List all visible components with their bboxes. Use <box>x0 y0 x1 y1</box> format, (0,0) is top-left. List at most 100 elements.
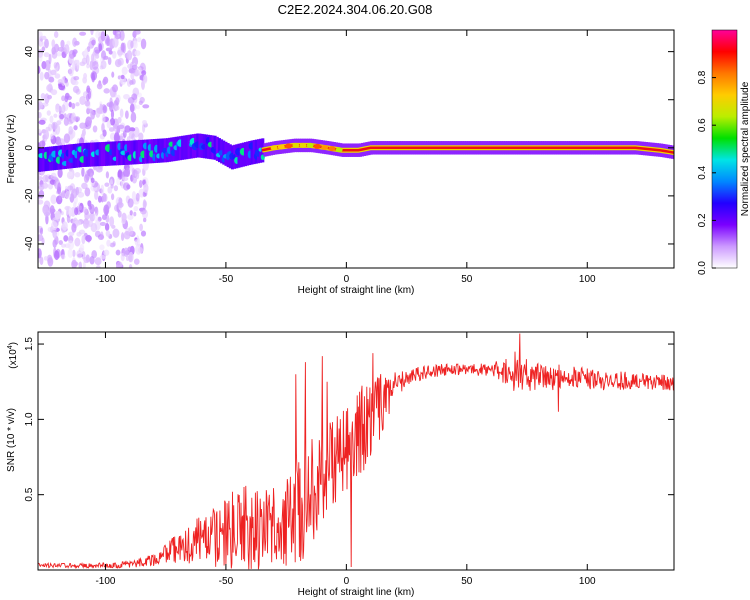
spectrogram-noise-blob <box>113 123 118 132</box>
spectrogram-x-tick-label: -100 <box>95 274 115 285</box>
colorbar: 0.0 0.2 0.4 0.6 0.8 Normalized spectral ampl… <box>697 29 750 275</box>
spectrogram-band-cell <box>87 142 91 167</box>
spectrogram-noise-blob <box>81 182 88 190</box>
spectrogram-noise-blob <box>140 230 147 237</box>
spectrogram-y-axis-label: Frequency (Hz) <box>6 115 17 184</box>
spectrogram-noise-blob <box>138 247 144 254</box>
snr-frame <box>37 331 675 571</box>
spectrogram-noise-blob <box>111 71 115 78</box>
spectrogram-noise-blob <box>59 113 65 120</box>
spectrogram-panel: -100 -50 0 50 100 -40 -20 0 20 40 Height of stra… <box>6 29 675 296</box>
spectrogram-band-cell <box>235 144 239 169</box>
spectrogram-ridge-blob <box>313 143 321 149</box>
spectrogram-noise-blob <box>117 116 122 124</box>
spectrogram-noise-blob <box>43 211 50 217</box>
spectrogram-noise-blob <box>50 133 54 140</box>
colorbar-tick-label: 0.6 <box>697 118 708 132</box>
spectrogram-noise-blob <box>53 113 58 118</box>
spectrogram-band-cell <box>252 140 256 165</box>
spectrogram-band-cell <box>181 135 185 160</box>
spectrogram-band-cell <box>70 144 74 169</box>
spectrogram-band-cell <box>131 140 135 165</box>
spectrogram-noise-blob <box>140 38 147 50</box>
spectrogram-noise-blob <box>72 60 76 71</box>
spectrogram-noise-blob <box>94 219 101 231</box>
spectrogram-band-cell <box>98 142 102 167</box>
spectrogram-band-cell <box>204 134 208 159</box>
spectrogram-noise-blob <box>95 166 103 173</box>
spectrogram-x-axis-label: Height of straight line (km) <box>298 285 415 296</box>
spectrogram-noise-blob <box>143 200 148 208</box>
colorbar-tick-label: 0.0 <box>697 261 708 275</box>
spectrogram-noise-blob <box>121 66 128 75</box>
spectrogram-noise-blob <box>104 223 110 231</box>
spectrogram-noise-blob <box>84 100 91 107</box>
spectrogram-noise-blob <box>61 104 66 113</box>
spectrogram-noise-blob <box>115 97 120 106</box>
spectrogram-noise-blob <box>105 171 110 179</box>
spectrogram-noise-blob <box>68 101 72 108</box>
spectrogram-noise-blob <box>79 243 85 253</box>
spectrogram-noise-blob <box>133 30 141 35</box>
spectrogram-band-cell <box>124 140 128 165</box>
spectrogram-noise-blob <box>105 214 110 223</box>
spectrogram-noise-blob <box>61 221 68 231</box>
spectrogram-band-cell <box>243 142 247 167</box>
spectrogram-noise-blob <box>39 227 43 235</box>
spectrogram-noise-blob <box>50 89 58 96</box>
spectrogram-noise-blob <box>43 256 48 261</box>
spectrogram-noise-blob <box>136 37 142 43</box>
spectrogram-noise-blob <box>120 232 125 242</box>
spectrogram-noise-blob <box>79 95 86 105</box>
spectrogram-noise-blob <box>79 31 87 36</box>
spectrogram-noise-blob <box>71 102 76 109</box>
spectrogram-ridge-blob <box>277 144 285 150</box>
spectrogram-noise-blob <box>38 51 43 62</box>
spectrogram-noise-blob <box>60 243 67 248</box>
spectrogram-noise-blob <box>91 39 96 46</box>
spectrogram-band-cell <box>68 144 72 169</box>
spectrogram-noise-blob <box>72 249 76 258</box>
snr-x-tick-label: 0 <box>344 576 350 587</box>
spectrogram-noise-blob <box>53 31 59 39</box>
spectrogram-noise-blob <box>74 237 81 247</box>
spectrogram-noise-blob <box>103 55 109 60</box>
spectrogram-noise-blob <box>76 231 82 237</box>
spectrogram-noise-blob <box>67 171 73 176</box>
snr-marks <box>38 333 674 570</box>
spectrogram-noise-blob <box>38 128 42 134</box>
spectrogram-noise-blob <box>38 31 43 39</box>
spectrogram-noise-blob <box>140 208 147 215</box>
spectrogram-band-cell <box>113 141 117 166</box>
svg-text:(x104): (x104) <box>7 342 19 369</box>
spectrogram-noise-blob <box>41 46 46 52</box>
spectrogram-noise-blob <box>54 73 61 79</box>
spectrogram-band-cell <box>144 139 148 164</box>
spectrogram-noise-blob <box>83 256 90 264</box>
spectrogram-noise-blob <box>106 120 112 129</box>
snr-x-tick-label: 100 <box>579 576 596 587</box>
spectrogram-band-cell <box>38 147 41 172</box>
spectrogram-noise-blob <box>126 50 133 61</box>
spectrogram-noise-blob <box>130 40 134 49</box>
spectrogram-noise-blob <box>142 123 146 133</box>
spectrogram-noise-blob <box>63 235 69 242</box>
spectrogram-noise-blob <box>61 190 66 198</box>
spectrogram-noise-blob <box>133 211 137 217</box>
spectrogram-noise-blob <box>44 38 49 49</box>
snr-x-tick-label: 50 <box>461 576 473 587</box>
spectrogram-noise-blob <box>103 249 110 256</box>
spectrogram-noise-blob <box>77 191 85 198</box>
spectrogram-band-cell <box>250 140 254 165</box>
spectrogram-band-cell <box>224 141 228 166</box>
spectrogram-noise-blob <box>55 103 60 113</box>
spectrogram-noise-blob <box>114 105 120 111</box>
spectrogram-band-cell <box>146 139 150 164</box>
spectrogram-y-tick-label: 20 <box>24 94 35 106</box>
spectrogram-noise-blob <box>63 133 71 144</box>
spectrogram-noise-blob <box>58 240 63 245</box>
spectrogram-noise-blob <box>42 174 49 183</box>
spectrogram-noise-blob <box>38 189 45 199</box>
spectrogram-ridge-blob <box>328 146 336 152</box>
spectrogram-noise-blob <box>38 65 41 75</box>
